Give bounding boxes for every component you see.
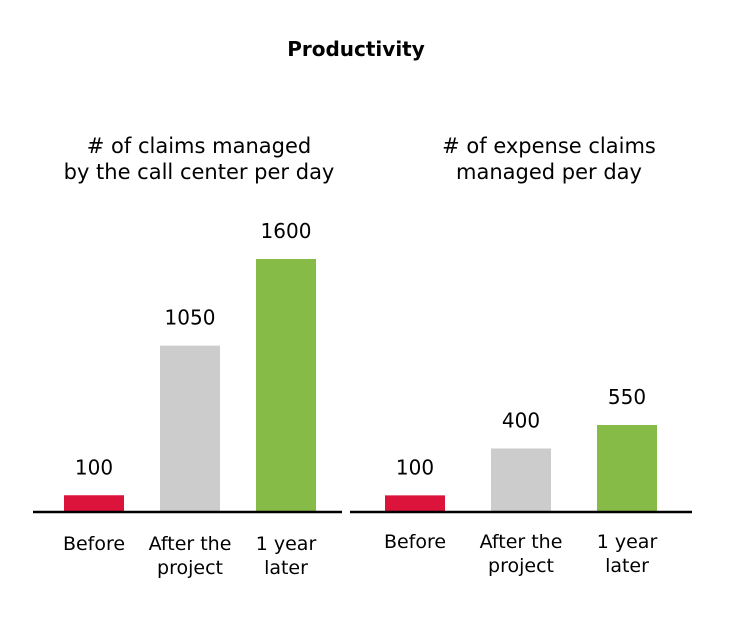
chart-title-line: # of expense claims [442, 134, 656, 158]
data-label: 1050 [165, 306, 216, 330]
data-label: 400 [502, 408, 540, 432]
category-label: Before [384, 531, 446, 553]
bar [256, 259, 316, 511]
category-label: 1 year [597, 531, 658, 553]
data-label: 550 [608, 385, 646, 409]
chart-title-line: # of claims managed [87, 134, 311, 158]
figure-title: Productivity [287, 37, 425, 61]
category-label: project [157, 557, 223, 579]
data-label: 100 [396, 455, 434, 479]
bar [491, 448, 551, 511]
chart-title-line: managed per day [456, 160, 642, 184]
category-label: later [264, 557, 308, 579]
chart-title-line: by the call center per day [64, 160, 335, 184]
bar [160, 345, 220, 511]
bar [64, 495, 124, 511]
category-label: later [605, 555, 649, 577]
bar [597, 425, 657, 511]
category-label: After the [480, 531, 563, 553]
bar [385, 495, 445, 511]
category-label: After the [149, 533, 232, 555]
data-label: 1600 [261, 219, 312, 243]
category-label: project [488, 555, 554, 577]
data-label: 100 [75, 455, 113, 479]
category-label: Before [63, 533, 125, 555]
category-label: 1 year [256, 533, 317, 555]
